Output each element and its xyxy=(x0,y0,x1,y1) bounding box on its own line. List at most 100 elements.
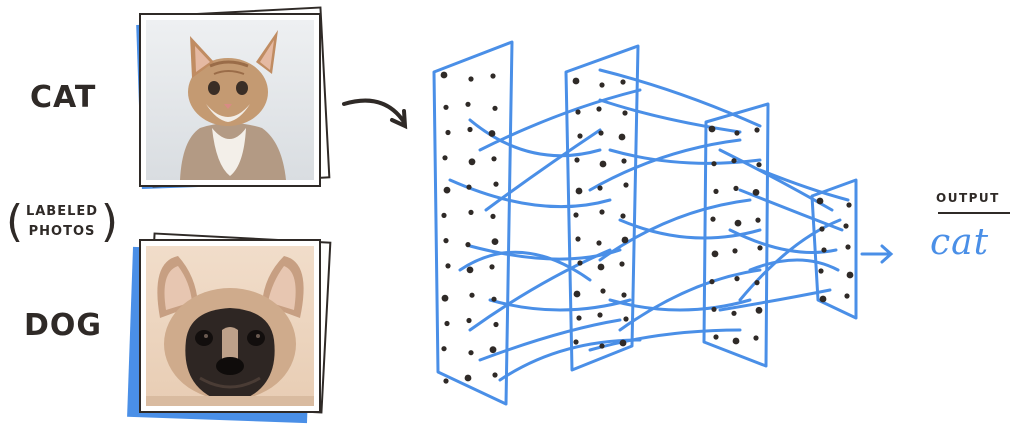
node-2-42 xyxy=(622,110,628,116)
node-3-93 xyxy=(753,335,759,341)
node-2-51 xyxy=(623,182,629,188)
cat-label: CAT xyxy=(30,80,97,115)
node-2-50 xyxy=(597,185,603,191)
node-1-10 xyxy=(442,155,448,161)
connection-15 xyxy=(598,198,752,262)
node-3-85 xyxy=(709,279,715,285)
layer-4-panel xyxy=(810,178,858,320)
node-1-5 xyxy=(465,101,471,107)
node-1-4 xyxy=(443,104,449,110)
node-2-52 xyxy=(573,212,579,218)
connection-19 xyxy=(598,68,762,128)
connection-23 xyxy=(748,258,840,272)
node-2-49 xyxy=(575,187,583,195)
node-3-86 xyxy=(734,276,740,282)
node-4-94 xyxy=(816,197,824,205)
connection-4 xyxy=(484,128,602,212)
layer-3-panel xyxy=(702,102,770,368)
connection-22 xyxy=(728,228,838,254)
connection-1 xyxy=(468,118,602,158)
node-2-41 xyxy=(596,106,602,112)
connection-17 xyxy=(618,268,762,332)
node-1-9 xyxy=(488,130,496,137)
node-1-35 xyxy=(464,374,472,382)
node-3-81 xyxy=(755,217,761,223)
node-2-60 xyxy=(619,261,625,267)
layer-1-panel xyxy=(432,40,514,406)
node-2-59 xyxy=(597,263,605,271)
input-arrow xyxy=(342,98,408,130)
connection-25 xyxy=(758,168,850,202)
node-1-21 xyxy=(491,238,499,246)
node-2-54 xyxy=(620,213,626,219)
node-3-91 xyxy=(713,334,719,340)
dog-photo xyxy=(146,246,314,406)
node-2-62 xyxy=(600,288,606,294)
labeled-text: LABELED xyxy=(25,204,99,219)
node-4-102 xyxy=(819,295,827,303)
node-2-45 xyxy=(618,133,626,141)
node-1-33 xyxy=(489,346,497,354)
connection-11 xyxy=(598,98,742,134)
node-2-39 xyxy=(620,79,626,85)
node-2-44 xyxy=(598,130,604,136)
node-3-79 xyxy=(710,216,716,222)
node-1-28 xyxy=(444,320,450,327)
node-1-18 xyxy=(490,213,496,219)
left-paren-icon: ( xyxy=(6,196,24,247)
node-2-55 xyxy=(575,236,581,242)
node-2-63 xyxy=(621,292,627,298)
node-3-77 xyxy=(733,185,739,191)
network-nodes xyxy=(440,71,854,384)
node-2-40 xyxy=(575,109,581,115)
node-1-3 xyxy=(490,73,496,79)
node-1-24 xyxy=(489,264,495,270)
dog-label: DOG xyxy=(24,308,103,343)
node-1-27 xyxy=(491,296,497,302)
node-3-72 xyxy=(754,127,760,133)
node-1-16 xyxy=(441,212,447,218)
node-2-68 xyxy=(599,343,605,349)
node-1-30 xyxy=(493,321,499,328)
node-3-90 xyxy=(755,306,763,314)
connection-16 xyxy=(608,298,752,312)
connection-26 xyxy=(738,218,842,302)
node-2-69 xyxy=(619,339,627,347)
dog-photo-stack xyxy=(127,232,332,424)
node-4-95 xyxy=(846,202,852,208)
layer-2-panel xyxy=(564,44,640,372)
node-2-48 xyxy=(621,158,627,164)
node-2-64 xyxy=(576,315,582,321)
node-1-11 xyxy=(468,158,476,166)
node-2-65 xyxy=(597,312,603,318)
node-2-57 xyxy=(621,236,629,244)
node-3-83 xyxy=(732,248,738,254)
node-1-34 xyxy=(443,378,449,384)
labeled-photos-text: LABELED PHOTOS xyxy=(20,202,104,242)
node-2-53 xyxy=(599,209,605,215)
connection-8 xyxy=(468,248,612,332)
connection-24 xyxy=(718,288,832,312)
node-1-29 xyxy=(466,317,472,324)
node-1-14 xyxy=(466,184,472,190)
node-1-25 xyxy=(441,294,449,302)
node-3-73 xyxy=(711,161,717,167)
node-2-56 xyxy=(596,240,602,246)
connection-6 xyxy=(458,250,592,282)
node-3-80 xyxy=(734,219,742,227)
node-1-2 xyxy=(468,76,474,82)
node-1-12 xyxy=(491,156,497,162)
node-2-43 xyxy=(577,133,583,139)
node-2-38 xyxy=(599,82,605,88)
node-1-22 xyxy=(445,263,451,269)
node-1-36 xyxy=(492,372,498,378)
node-4-103 xyxy=(844,293,850,299)
node-4-97 xyxy=(843,223,849,229)
node-4-98 xyxy=(821,247,827,253)
node-1-1 xyxy=(440,71,448,79)
node-3-71 xyxy=(734,130,740,136)
node-1-31 xyxy=(441,346,447,352)
node-1-26 xyxy=(469,292,475,298)
